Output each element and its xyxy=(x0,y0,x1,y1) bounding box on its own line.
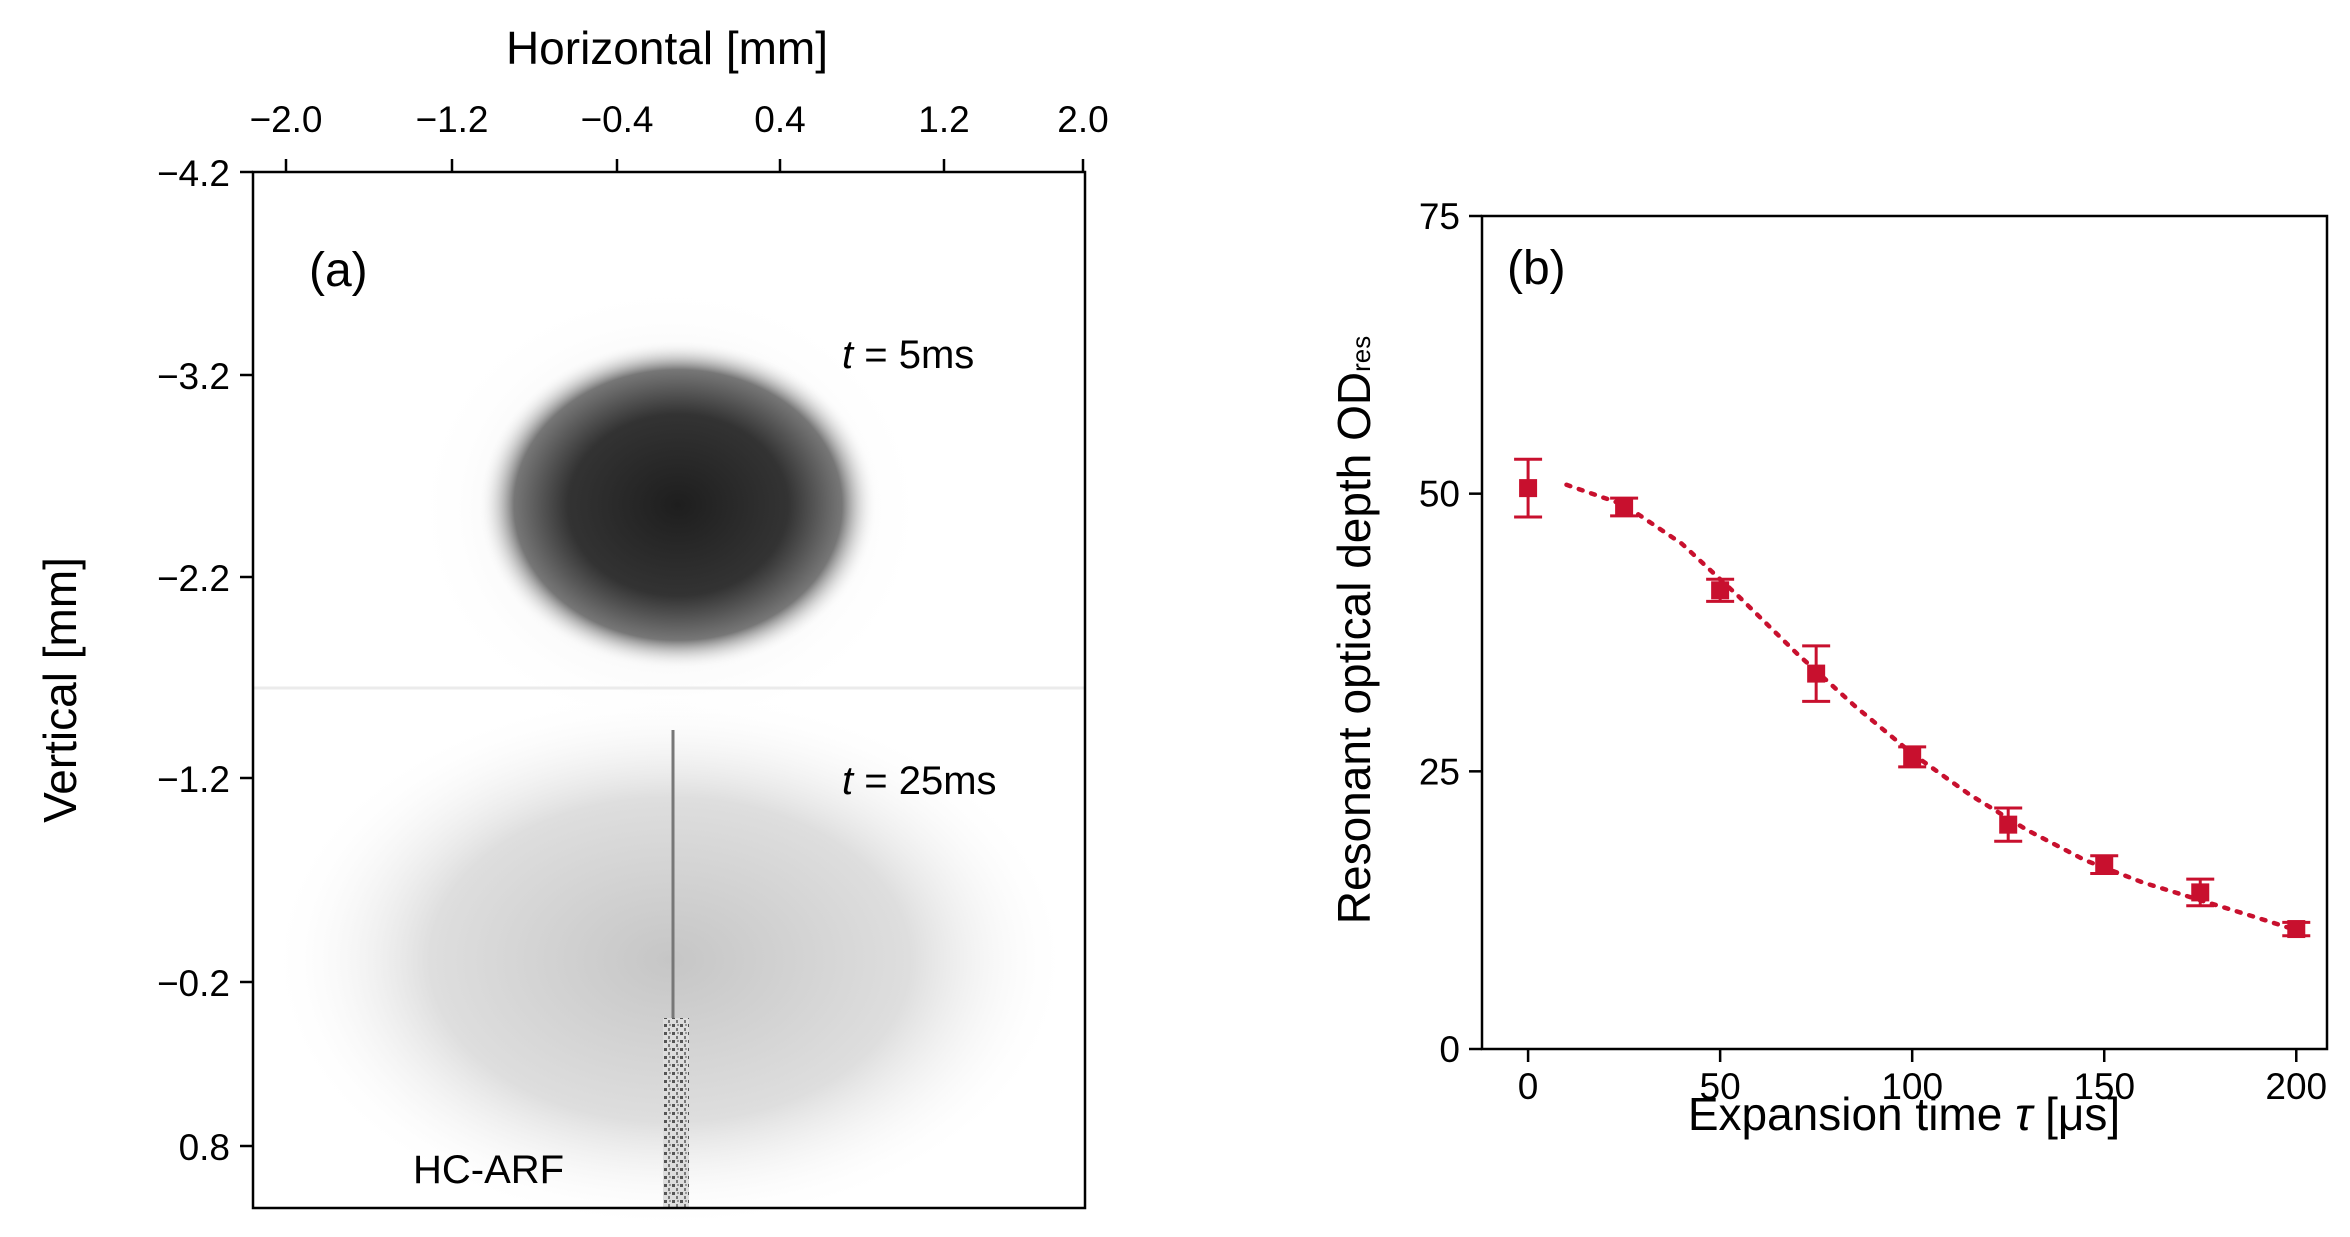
fiber-image xyxy=(663,1018,689,1208)
y-label-subscript: res xyxy=(1346,336,1376,372)
data-marker xyxy=(1519,479,1538,498)
x-tick-label: −2.0 xyxy=(249,99,322,140)
x-label-text: Expansion time xyxy=(1688,1088,2015,1140)
panel-b-y-axis-label: Resonant optical depth ODres xyxy=(1328,336,1380,924)
data-point xyxy=(2186,877,2215,908)
x-label-unit: [μs] xyxy=(2032,1088,2120,1140)
panel-a-y-axis-label: Vertical [mm] xyxy=(34,557,86,823)
panel-a-x-ticks: −2.0 −1.2 −0.4 0.4 1.2 2.0 xyxy=(249,99,1109,172)
annotation-5ms-value: = 5ms xyxy=(853,333,974,377)
y-tick-label: −3.2 xyxy=(157,356,230,397)
data-marker xyxy=(1615,497,1634,516)
x-label-symbol: τ xyxy=(2015,1088,2035,1140)
annotation-25ms-value: = 25ms xyxy=(853,759,996,803)
data-points xyxy=(1514,457,2311,939)
panel-b-x-ticks: 0 50 100 150 200 xyxy=(1518,1049,2327,1107)
y-tick-label: 0.8 xyxy=(179,1127,230,1168)
y-tick-label: 75 xyxy=(1419,196,1460,237)
panel-a: −2.0 −1.2 −0.4 0.4 1.2 2.0 −4.2 −3.2 −2.… xyxy=(34,22,1109,1230)
x-tick-label: 0 xyxy=(1518,1066,1539,1107)
panel-b-x-axis-label: Expansion time τ [μs] xyxy=(1688,1088,2120,1140)
data-point xyxy=(1994,806,2023,843)
annotation-5ms: t = 5ms xyxy=(842,333,974,377)
y-tick-label: 25 xyxy=(1419,751,1460,792)
panel-a-frame xyxy=(251,170,1087,1210)
data-marker xyxy=(2287,920,2306,939)
data-point xyxy=(1706,577,1735,603)
fiber-label: HC-ARF xyxy=(413,1148,564,1192)
x-tick-label: 50 xyxy=(1700,1066,1741,1107)
y-tick-label: −1.2 xyxy=(157,759,230,800)
annotation-25ms: t = 25ms xyxy=(842,759,997,803)
data-point xyxy=(2090,854,2119,876)
x-tick-label: 2.0 xyxy=(1057,99,1108,140)
x-tick-label: −1.2 xyxy=(415,99,488,140)
x-tick-label: 1.2 xyxy=(918,99,969,140)
data-point xyxy=(1610,496,1639,518)
panel-b-y-ticks: 0 25 50 75 xyxy=(1419,196,1482,1070)
data-marker xyxy=(2095,855,2114,874)
annotation-25ms-var: t xyxy=(842,759,855,803)
panel-a-y-ticks: −4.2 −3.2 −2.2 −1.2 −0.2 0.8 xyxy=(157,153,253,1168)
data-marker xyxy=(2191,883,2210,902)
y-tick-label: 0 xyxy=(1439,1029,1460,1070)
y-tick-label: −0.2 xyxy=(157,963,230,1004)
data-marker xyxy=(1903,747,1922,766)
y-tick-label: 50 xyxy=(1419,474,1460,515)
atom-cloud-5ms xyxy=(478,340,878,670)
x-tick-label: −0.4 xyxy=(580,99,653,140)
x-tick-label: 0.4 xyxy=(754,99,805,140)
y-tick-label: −2.2 xyxy=(157,558,230,599)
data-marker xyxy=(1807,664,1826,683)
panel-a-x-axis-label: Horizontal [mm] xyxy=(506,22,828,74)
data-point xyxy=(1898,745,1927,769)
x-tick-label: 200 xyxy=(2265,1066,2327,1107)
annotation-5ms-var: t xyxy=(842,333,855,377)
data-point xyxy=(2282,920,2311,939)
x-tick-label: 100 xyxy=(1881,1066,1943,1107)
data-marker xyxy=(1999,815,2018,834)
panel-a-label: (a) xyxy=(309,244,368,297)
y-label-text: Resonant optical depth OD xyxy=(1328,372,1380,924)
data-marker xyxy=(1711,581,1730,600)
y-tick-label: −4.2 xyxy=(157,153,230,194)
fit-curve xyxy=(1564,482,2299,933)
data-point xyxy=(1802,644,1831,703)
panel-b-label: (b) xyxy=(1507,242,1566,295)
atom-cloud-25ms xyxy=(270,690,1070,1230)
x-tick-label: 150 xyxy=(2073,1066,2135,1107)
data-point xyxy=(1514,457,1543,519)
panel-b-frame xyxy=(1480,214,2329,1051)
panel-b: 0 50 100 150 200 0 25 50 75 (b) Expansion time … xyxy=(1328,196,2329,1140)
